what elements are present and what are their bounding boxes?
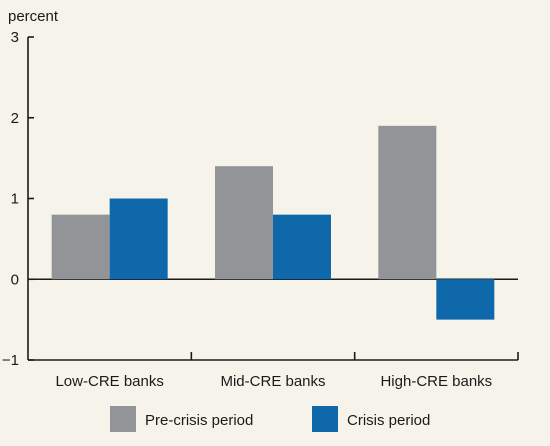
bar-pre-crisis-2 <box>215 166 273 280</box>
category-label: Mid-CRE banks <box>220 373 325 390</box>
bar-pre-crisis-1 <box>51 214 110 280</box>
bars <box>51 125 495 320</box>
y-tick-label: 1 <box>11 191 19 208</box>
y-axis-unit-label: percent <box>8 8 59 25</box>
bar-crisis-1 <box>109 198 168 280</box>
bar-pre-crisis-3 <box>378 125 437 280</box>
legend-label: Crisis period <box>347 412 430 429</box>
legend: Pre-crisis period Crisis period <box>110 406 430 432</box>
legend-swatch <box>312 406 338 432</box>
y-tick-label: 0 <box>11 271 19 288</box>
bar-crisis-3 <box>436 279 495 320</box>
category-label: Low-CRE banks <box>55 373 163 390</box>
category-label: High-CRE banks <box>380 373 492 390</box>
legend-label: Pre-crisis period <box>145 412 253 429</box>
y-tick-label: −1 <box>2 352 19 369</box>
bar-crisis-2 <box>273 214 331 280</box>
category-labels: Low-CRE banks Mid-CRE banks High-CRE banks <box>55 373 492 390</box>
legend-swatch <box>110 406 136 432</box>
y-tick-label: 3 <box>11 29 19 46</box>
y-tick-label: 2 <box>11 110 19 127</box>
